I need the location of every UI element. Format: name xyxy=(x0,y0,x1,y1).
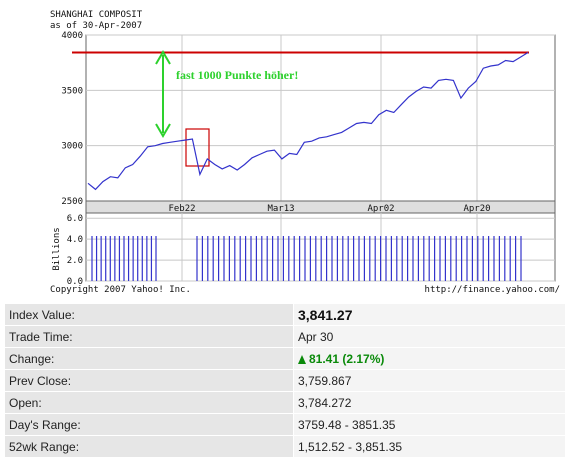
price-plot-frame xyxy=(85,34,556,202)
volume-axis-label: Billions xyxy=(52,227,62,270)
price-y-axis: 4000 3500 3000 2500 xyxy=(61,31,83,207)
source-url[interactable]: http://finance.yahoo.com/ xyxy=(425,285,560,295)
stats-value: 3,784.272 xyxy=(293,391,566,414)
stats-label: Change: xyxy=(4,347,294,370)
stats-label: Index Value: xyxy=(4,303,294,326)
volume-y-tick-label: 4.0 xyxy=(67,235,83,245)
stats-label: Day's Range: xyxy=(4,413,294,436)
x-tick-label: Feb22 xyxy=(168,204,195,214)
x-axis-date-labels: Feb22 Mar13 Apr02 Apr20 xyxy=(168,204,490,214)
stats-value: 1,512.52 - 3,851.35 xyxy=(293,435,566,458)
price-y-tick-label: 2500 xyxy=(61,197,83,207)
volume-grid xyxy=(86,213,555,282)
stats-value: Apr 30 xyxy=(293,325,566,348)
highlight-box xyxy=(185,128,210,167)
annotation-text: fast 1000 Punkte höher! xyxy=(176,68,298,82)
x-tick-label: Apr02 xyxy=(367,204,394,214)
stats-row-trade-time: Trade Time: Apr 30 xyxy=(4,325,566,348)
quote-stats-table: Index Value: 3,841.27 Trade Time: Apr 30… xyxy=(4,303,566,458)
copyright-text: Copyright 2007 Yahoo! Inc. xyxy=(50,285,191,295)
price-y-tick-label: 3000 xyxy=(61,142,83,152)
volume-y-tick-label: 6.0 xyxy=(67,214,83,224)
price-series-line xyxy=(87,51,529,191)
chart-subtitle: as of 30-Apr-2007 xyxy=(50,21,142,31)
price-y-tick-label: 3500 xyxy=(61,86,83,96)
rise-arrow-head-top xyxy=(155,50,171,65)
stats-row-prev-close: Prev Close: 3,759.867 xyxy=(4,369,566,392)
stats-row-52wk-range: 52wk Range: 1,512.52 - 3,851.35 xyxy=(4,435,566,458)
stats-label: Prev Close: xyxy=(4,369,294,392)
stats-label: Open: xyxy=(4,391,294,414)
volume-bars xyxy=(91,236,522,281)
x-tick-label: Apr20 xyxy=(463,204,490,214)
stats-label: 52wk Range: xyxy=(4,435,294,458)
up-arrow-icon xyxy=(298,354,306,364)
chart: SHANGHAI COMPOSIT as of 30-Apr-2007 4000… xyxy=(50,10,560,295)
stats-row-days-range: Day's Range: 3759.48 - 3851.35 xyxy=(4,413,566,436)
volume-y-tick-label: 0.0 xyxy=(67,277,83,287)
volume-y-axis: 6.0 4.0 2.0 0.0 xyxy=(67,214,83,287)
stats-row-change: Change: 81.41 (2.17%) xyxy=(4,347,566,370)
volume-y-tick-label: 2.0 xyxy=(67,256,83,266)
stats-row-index-value: Index Value: 3,841.27 xyxy=(4,303,566,326)
stats-value: 3759.48 - 3851.35 xyxy=(293,413,566,436)
stats-value: 3,841.27 xyxy=(293,303,566,326)
x-tick-label: Mar13 xyxy=(267,204,294,214)
stats-label: Trade Time: xyxy=(4,325,294,348)
price-y-tick-label: 4000 xyxy=(61,31,83,41)
stats-value: 3,759.867 xyxy=(293,369,566,392)
rise-arrow-head-bottom xyxy=(155,123,171,138)
stats-value-change: 81.41 (2.17%) xyxy=(293,347,566,370)
change-value: 81.41 (2.17%) xyxy=(309,351,385,366)
chart-title: SHANGHAI COMPOSIT xyxy=(50,10,143,20)
stats-row-open: Open: 3,784.272 xyxy=(4,391,566,414)
